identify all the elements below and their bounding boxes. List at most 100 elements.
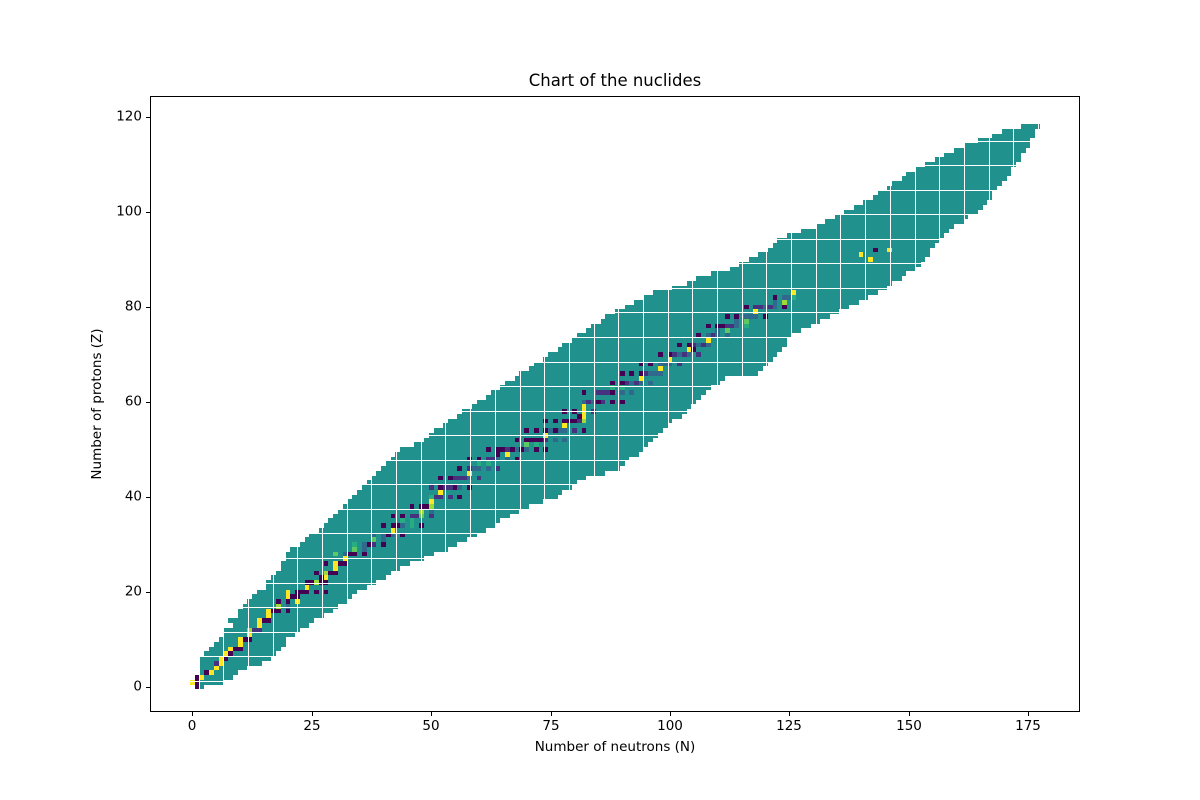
nuclide-cell (562, 428, 567, 433)
nuclide-cell (534, 438, 539, 442)
nuclide-cell (648, 362, 653, 366)
alias-line-v (840, 96, 841, 712)
nuclide-cell (625, 381, 629, 385)
band-row (586, 328, 801, 333)
nuclide-cell (515, 457, 519, 461)
x-tick-mark (551, 712, 552, 716)
nuclide-cell (658, 366, 663, 371)
nuclide-cell (314, 590, 319, 594)
alias-line-h (150, 116, 1080, 117)
band-row (653, 290, 878, 295)
band-row (300, 542, 457, 547)
band-row (472, 404, 691, 409)
nuclide-cell (539, 438, 543, 442)
nuclide-cell (496, 457, 500, 461)
nuclide-cell (386, 533, 391, 537)
band-row (367, 480, 577, 485)
nuclide-cell (553, 428, 558, 433)
nuclide-cell (782, 305, 787, 309)
nuclide-cell (582, 428, 586, 433)
band-row (252, 594, 352, 599)
band-row (777, 238, 940, 243)
nuclide-cell (371, 542, 376, 547)
nuclide-cell (582, 404, 586, 409)
x-tick-label: 0 (187, 718, 197, 734)
nuclide-cell (639, 371, 644, 376)
nuclide-cell (486, 457, 491, 461)
nuclide-cell (591, 409, 596, 414)
nuclide-cell (352, 552, 357, 556)
x-tick-label: 125 (776, 718, 802, 734)
band-row (964, 143, 1030, 148)
nuclide-cell (577, 414, 582, 419)
alias-line-v (1013, 96, 1014, 712)
nuclide-cell (247, 632, 252, 637)
nuclide-cell (658, 362, 663, 366)
nuclide-cell (219, 661, 223, 666)
nuclide-cell (668, 357, 672, 362)
nuclide-cell (572, 409, 577, 414)
nuclide-cell (457, 495, 462, 499)
nuclide-cell (381, 537, 386, 542)
nuclide-cell (305, 590, 309, 594)
nuclide-cell (391, 514, 395, 518)
nuclide-cell (706, 324, 711, 328)
band-row (625, 305, 849, 309)
alias-line-v (322, 96, 323, 712)
nuclide-cell (309, 580, 314, 585)
band-row (944, 153, 1021, 157)
nuclide-cell (410, 514, 414, 518)
y-tick-label: 80 (124, 298, 142, 315)
nuclide-cell (753, 305, 758, 309)
nuclide-cell (524, 447, 529, 452)
nuclide-cell (195, 675, 200, 680)
nuclide-cell (744, 314, 749, 319)
nuclide-cell (295, 594, 300, 599)
nuclide-cell (204, 670, 209, 675)
x-tick-mark (1028, 712, 1029, 716)
nuclide-cell (543, 419, 548, 423)
band-row (902, 176, 1007, 181)
nuclide-cell (343, 552, 348, 556)
nuclide-cell (343, 561, 348, 566)
nuclide-cell (333, 566, 338, 571)
nuclide-cell (223, 651, 228, 656)
nuclide-cell (677, 362, 682, 366)
nuclide-cell (744, 324, 749, 328)
nuclide-cell (696, 343, 701, 347)
nuclide-cell (734, 319, 739, 324)
nuclide-cell (734, 314, 739, 319)
nuclide-cell (773, 300, 777, 305)
nuclide-cell (467, 457, 472, 461)
band-row (954, 148, 1026, 153)
nuclide-cell (515, 447, 519, 452)
band-row (601, 319, 820, 324)
nuclide-cell (400, 523, 405, 528)
nuclide-cell (529, 438, 534, 442)
band-row (577, 333, 792, 338)
nuclide-cell (582, 414, 586, 419)
x-tick-label: 50 (422, 718, 440, 734)
x-tick-label: 75 (542, 718, 560, 734)
nuclide-cell (395, 523, 400, 528)
band-row (773, 243, 935, 248)
y-tick-label: 40 (124, 488, 142, 505)
band-row (605, 314, 830, 319)
band-row (328, 518, 500, 523)
nuclide-cell (381, 523, 386, 528)
nuclide-cell (706, 333, 711, 338)
nuclide-cell (438, 485, 443, 490)
band-row (835, 214, 968, 219)
nuclide-cell (677, 343, 682, 347)
nuclide-cell (753, 314, 758, 319)
band-row (801, 229, 949, 233)
band-row (687, 281, 892, 286)
band-row (443, 423, 668, 428)
y-tick-mark (146, 687, 150, 688)
nuclide-cell (362, 552, 367, 556)
nuclide-cell (696, 352, 701, 357)
band-row (243, 604, 338, 609)
band-row (343, 504, 529, 509)
nuclide-cell (286, 609, 290, 613)
nuclide-cell (195, 680, 200, 685)
